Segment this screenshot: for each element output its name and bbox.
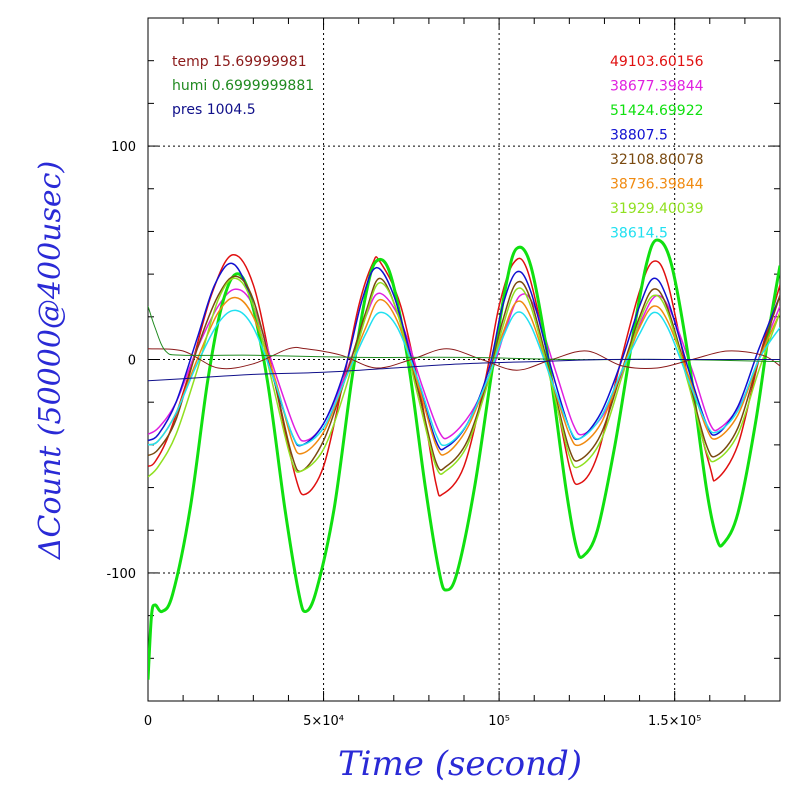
legend-right: 49103.60156 38677.39844 51424.69922 38807.5… — [610, 54, 704, 242]
x-tick-labels: 0 5×10⁴ 10⁵ 1.5×10⁵ — [144, 714, 701, 729]
x-axis-title: Time (second) — [338, 744, 582, 784]
series-line-7 — [148, 309, 780, 447]
y-tick-label-0: -100 — [106, 567, 136, 582]
legend-left-entry-0: temp 15.69999981 — [172, 54, 307, 70]
series-line-10 — [148, 358, 780, 382]
legend-right-entry-6: 31929.40039 — [610, 201, 704, 217]
legend-right-entry-1: 38677.39844 — [610, 79, 704, 95]
series-line-2 — [148, 238, 780, 680]
legend-left: temp 15.69999981 humi 0.6999999881 pres 10… — [172, 54, 314, 118]
x-tick-label-0: 0 — [144, 714, 152, 729]
series-group — [148, 238, 780, 680]
legend-left-entry-1: humi 0.6999999881 — [172, 78, 314, 94]
legend-left-entry-2: pres 1004.5 — [172, 102, 256, 118]
series-line-0 — [148, 254, 780, 497]
legend-right-entry-5: 38736.39844 — [610, 177, 704, 193]
series-line-5 — [148, 296, 780, 456]
x-tick-label-3: 1.5×10⁵ — [648, 714, 701, 729]
x-tick-label-2: 10⁵ — [488, 714, 510, 729]
legend-right-entry-2: 51424.69922 — [610, 103, 704, 119]
y-tick-labels: -100 0 100 — [106, 140, 136, 582]
legend-right-entry-7: 38614.5 — [610, 226, 668, 242]
y-tick-label-1: 0 — [128, 354, 136, 369]
y-axis-title: ΔCount (50000@400usec) — [33, 161, 68, 560]
x-tick-label-1: 5×10⁴ — [303, 714, 344, 729]
legend-right-entry-3: 38807.5 — [610, 128, 668, 144]
series-line-8 — [148, 346, 780, 371]
y-tick-label-2: 100 — [111, 140, 136, 155]
series-line-6 — [148, 277, 780, 478]
series-line-4 — [148, 275, 780, 473]
legend-right-entry-0: 49103.60156 — [610, 54, 704, 70]
legend-right-entry-4: 32108.80078 — [610, 152, 704, 168]
